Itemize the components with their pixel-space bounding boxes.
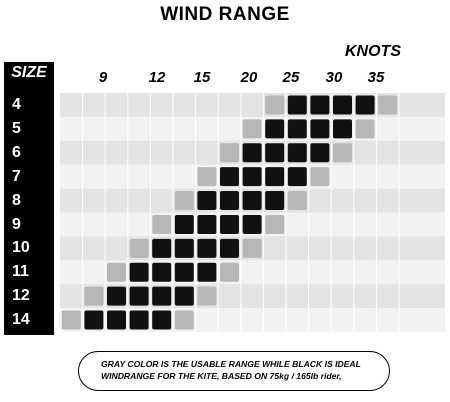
size-label: 5	[12, 119, 21, 137]
x-tick-label: 25	[282, 69, 300, 86]
x-tick-label: 15	[194, 69, 211, 86]
x-tick-label: 30	[326, 69, 343, 86]
usable-cell	[107, 262, 126, 282]
usable-cell	[197, 286, 217, 306]
ideal-cell	[129, 310, 149, 330]
usable-cell	[378, 95, 398, 115]
knots-axis-label: KNOTS	[345, 43, 401, 60]
usable-cell	[287, 191, 307, 211]
ideal-cell	[355, 95, 375, 115]
ideal-cell	[265, 167, 285, 187]
ideal-cell	[265, 143, 285, 163]
usable-cell	[242, 119, 262, 139]
ideal-cell	[197, 214, 217, 234]
ideal-cell	[310, 119, 330, 139]
ideal-cell	[152, 286, 172, 306]
ideal-cell	[220, 238, 239, 258]
ideal-cell	[152, 238, 172, 258]
ideal-cell	[310, 95, 330, 115]
size-label: 4	[12, 96, 21, 113]
size-label: 6	[12, 143, 21, 161]
usable-cell	[174, 310, 194, 330]
usable-cell	[265, 214, 285, 234]
ideal-cell	[220, 214, 239, 234]
ideal-cell	[265, 191, 285, 211]
ideal-cell	[152, 262, 172, 282]
ideal-cell	[287, 95, 307, 115]
legend-note-line-1: GRAY COLOR IS THE USABLE RANGE WHILE BLA…	[101, 359, 361, 369]
size-label: 8	[12, 191, 21, 209]
size-label: 14	[12, 311, 30, 329]
ideal-cell	[287, 167, 307, 187]
usable-cell	[242, 238, 262, 258]
legend-note: GRAY COLOR IS THE USABLE RANGE WHILE BLA…	[78, 351, 390, 391]
size-header: SIZE	[11, 64, 47, 81]
ideal-cell	[174, 238, 194, 258]
ideal-cell	[152, 310, 172, 330]
size-label: 9	[12, 215, 21, 233]
size-label: 11	[12, 263, 29, 281]
ideal-cell	[174, 286, 194, 306]
ideal-cell	[220, 191, 239, 211]
usable-cell	[310, 167, 330, 187]
usable-cell	[84, 286, 104, 306]
usable-cell	[333, 143, 352, 163]
ideal-cell	[197, 191, 217, 211]
usable-cell	[220, 143, 239, 163]
x-tick-label: 20	[240, 69, 258, 86]
ideal-cell	[242, 191, 262, 211]
size-label: 7	[12, 167, 21, 185]
ideal-cell	[333, 95, 352, 115]
usable-cell	[265, 95, 285, 115]
usable-cell	[61, 310, 81, 330]
ideal-cell	[220, 167, 239, 187]
usable-cell	[355, 119, 375, 139]
ideal-cell	[197, 262, 217, 282]
ideal-cell	[197, 238, 217, 258]
ideal-cell	[129, 262, 149, 282]
ideal-cell	[333, 119, 352, 139]
usable-cell	[152, 214, 172, 234]
ideal-cell	[107, 310, 126, 330]
size-label: 10	[12, 239, 30, 257]
ideal-cell	[174, 214, 194, 234]
ideal-cell	[84, 310, 104, 330]
size-column	[4, 62, 54, 335]
legend-note-line-2: WINDRANGE FOR THE KITE, BASED ON 75kg / …	[101, 371, 342, 381]
ideal-cell	[174, 262, 194, 282]
ideal-cell	[129, 286, 149, 306]
ideal-cell	[287, 119, 307, 139]
usable-cell	[197, 167, 217, 187]
ideal-cell	[242, 167, 262, 187]
chart-title: WIND RANGE	[160, 4, 290, 25]
ideal-cell	[242, 214, 262, 234]
usable-cell	[220, 262, 239, 282]
x-tick-label: 12	[149, 69, 166, 86]
ideal-cell	[310, 143, 330, 163]
x-tick-label: 35	[368, 69, 385, 86]
x-tick-label: 9	[99, 69, 108, 86]
ideal-cell	[287, 143, 307, 163]
ideal-cell	[242, 143, 262, 163]
ideal-cell	[107, 286, 126, 306]
size-label: 12	[12, 287, 30, 305]
ideal-cell	[265, 119, 285, 139]
usable-cell	[174, 191, 194, 211]
usable-cell	[129, 238, 149, 258]
